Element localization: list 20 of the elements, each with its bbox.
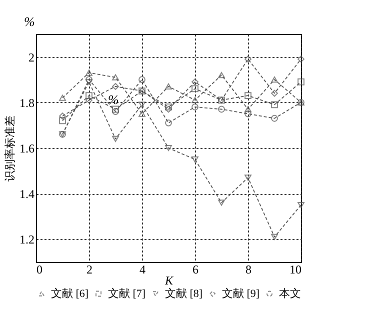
- legend-label: 文献 [6]: [51, 286, 89, 300]
- x-tick-label: 6: [192, 262, 198, 276]
- x-tick-label: 10: [290, 262, 302, 276]
- y-tick-label: 1.6: [20, 142, 34, 156]
- x-tick-label: 2: [86, 262, 92, 276]
- y-tick-label: 1.8: [20, 96, 34, 110]
- text: %: [24, 14, 35, 29]
- legend-label: 本文: [279, 286, 301, 300]
- y-tick-label: 1.4: [20, 187, 34, 202]
- y-axis-title: 识别率标准差: [4, 116, 16, 182]
- x-tick-label: 4: [140, 262, 146, 276]
- legend-label: 文献 [9]: [222, 286, 260, 300]
- x-tick-label: 0: [36, 262, 42, 276]
- legend-label: 文献 [7]: [108, 286, 146, 300]
- y-tick-label: 2: [28, 50, 34, 64]
- x-tick-label: 8: [246, 262, 252, 276]
- y-tick-label: 1.2: [20, 232, 34, 247]
- annotation: %: [108, 92, 119, 107]
- x-axis-title: K: [164, 274, 174, 288]
- legend-label: 文献 [8]: [165, 286, 203, 300]
